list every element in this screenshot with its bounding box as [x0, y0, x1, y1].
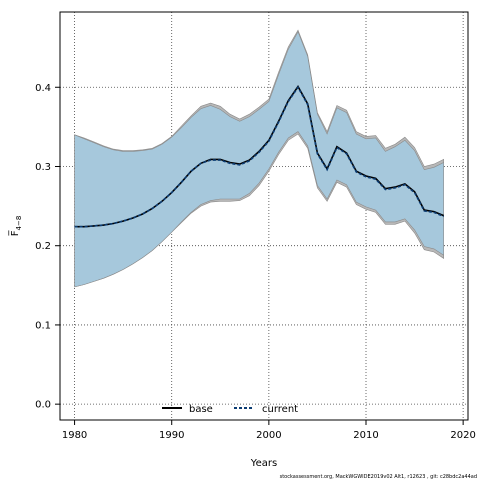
x-tick-label-2020: 2020: [450, 430, 475, 441]
series-line-current: [74, 85, 445, 228]
legend: base current: [162, 404, 298, 415]
x-tick-label-1990: 1990: [159, 430, 184, 441]
y-axis-title-main: F̅: [8, 230, 21, 237]
plot-frame: [59, 11, 469, 421]
svg-text:F̅4−8: F̅4−8: [8, 216, 23, 237]
x-tick-label-1980: 1980: [62, 430, 87, 441]
x-tick-label-2010: 2010: [353, 430, 378, 441]
x-axis-title: Years: [250, 458, 277, 469]
y-tick-label-3: 0.3: [35, 162, 51, 173]
confidence-bands: [74, 29, 444, 288]
series-lines: [74, 84, 445, 228]
y-axis: 0.0 0.1 0.2 0.3 0.4: [35, 83, 60, 411]
y-tick-label-2: 0.2: [35, 241, 51, 252]
footer-credit: stockassessment.org, MackWGWIDE2019v02 A…: [280, 474, 477, 480]
y-tick-label-4: 0.4: [35, 83, 51, 94]
y-axis-title-sub: 4−8: [15, 216, 23, 231]
y-axis-title: F̅4−8: [8, 216, 23, 237]
x-axis: 1980 1990 2000 2010 2020: [62, 420, 476, 441]
y-tick-label-0: 0.0: [35, 400, 51, 411]
legend-label-current: current: [262, 404, 298, 415]
x-tick-label-2000: 2000: [256, 430, 281, 441]
legend-label-base: base: [189, 404, 213, 415]
y-tick-label-1: 0.1: [35, 320, 51, 331]
band-current-interval: [74, 31, 444, 288]
